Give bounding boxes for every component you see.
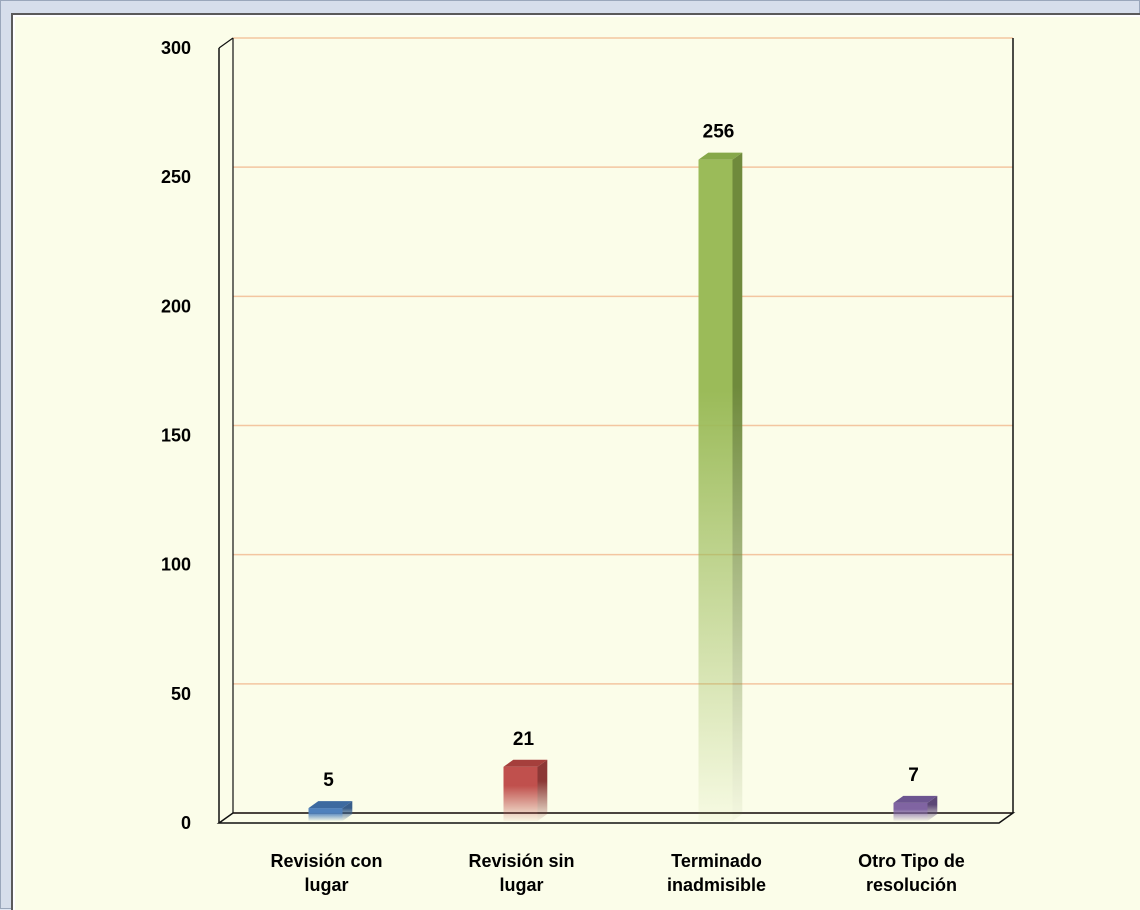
x-tick-label: Otro Tipo de [858,851,965,871]
y-tick-label: 150 [161,426,191,446]
bar-top [698,152,743,160]
bar [893,795,938,821]
labels: 0 50 100 150 200 250 300 5 Revisión con lugar 21 Re… [161,38,965,895]
data-label: 21 [513,729,535,750]
bar-top [503,759,548,767]
x-axis-floor [216,812,1016,824]
bar [308,801,353,821]
bar-top [308,801,353,809]
axis-depth-top [218,37,234,49]
bar-front [893,802,928,821]
x-tick-label: Revisión sin [468,851,574,871]
y-tick-label: 250 [161,167,191,187]
x-tick-label: inadmisible [667,875,766,895]
y-tick-label: 100 [161,555,191,575]
bar [503,759,548,821]
bar-top [893,795,938,803]
data-label: 256 [703,122,735,143]
chart-area [11,13,1140,910]
bar [698,152,743,821]
y-tick-label: 200 [161,296,191,316]
data-label: 7 [908,765,919,786]
gridlines [233,37,1013,814]
bar-front [308,808,343,821]
x-tick-label: Terminado [671,851,762,871]
x-tick-label: lugar [304,875,348,895]
y-tick-label: 0 [181,813,191,833]
bar-side [927,795,938,821]
x-tick-label: resolución [866,875,957,895]
bar-side [732,152,743,821]
bars [308,152,938,821]
y-tick-label: 300 [161,38,191,58]
x-tick-label: Revisión con [270,851,382,871]
x-tick-label: lugar [499,875,543,895]
y-tick-label: 50 [171,684,191,704]
data-label: 5 [323,770,334,791]
axes [216,37,1016,824]
bar-front [503,766,538,821]
bar-front [698,159,733,821]
bar-side [537,759,548,821]
bar-side [342,801,353,821]
